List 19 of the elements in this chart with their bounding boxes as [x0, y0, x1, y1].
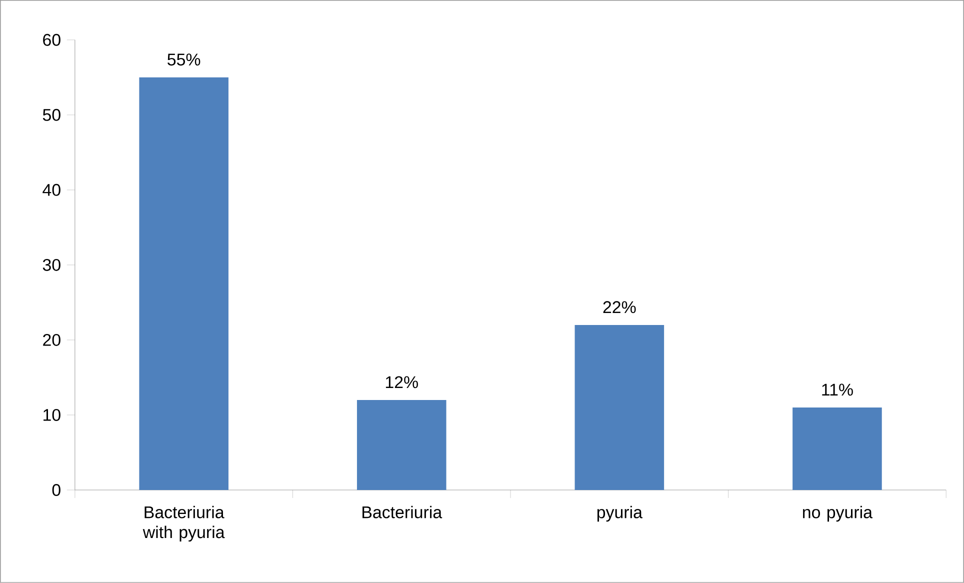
data-label: 55% [168, 54, 200, 66]
bar [574, 325, 664, 490]
y-tick-label: 0 [52, 484, 60, 496]
y-tick-label: 50 [42, 108, 60, 121]
bar [139, 77, 228, 490]
x-tick-label: Bacteriuria with pyuria [142, 506, 225, 542]
data-label: 11% [822, 384, 853, 396]
y-tick-label: 40 [42, 184, 60, 196]
x-tick-label: Bacteriuria [362, 506, 442, 518]
data-label: 12% [386, 376, 418, 388]
y-tick-label: 30 [42, 258, 60, 271]
y-tick-label: 10 [44, 409, 60, 422]
y-tick-label: 60 [43, 34, 60, 46]
bar [792, 408, 882, 490]
x-tick-label: pyuria [597, 506, 642, 522]
data-label: 22% [603, 301, 636, 314]
bar [356, 400, 446, 490]
x-tick-label: no pyuria [803, 506, 873, 522]
y-tick-label: 20 [43, 334, 60, 346]
